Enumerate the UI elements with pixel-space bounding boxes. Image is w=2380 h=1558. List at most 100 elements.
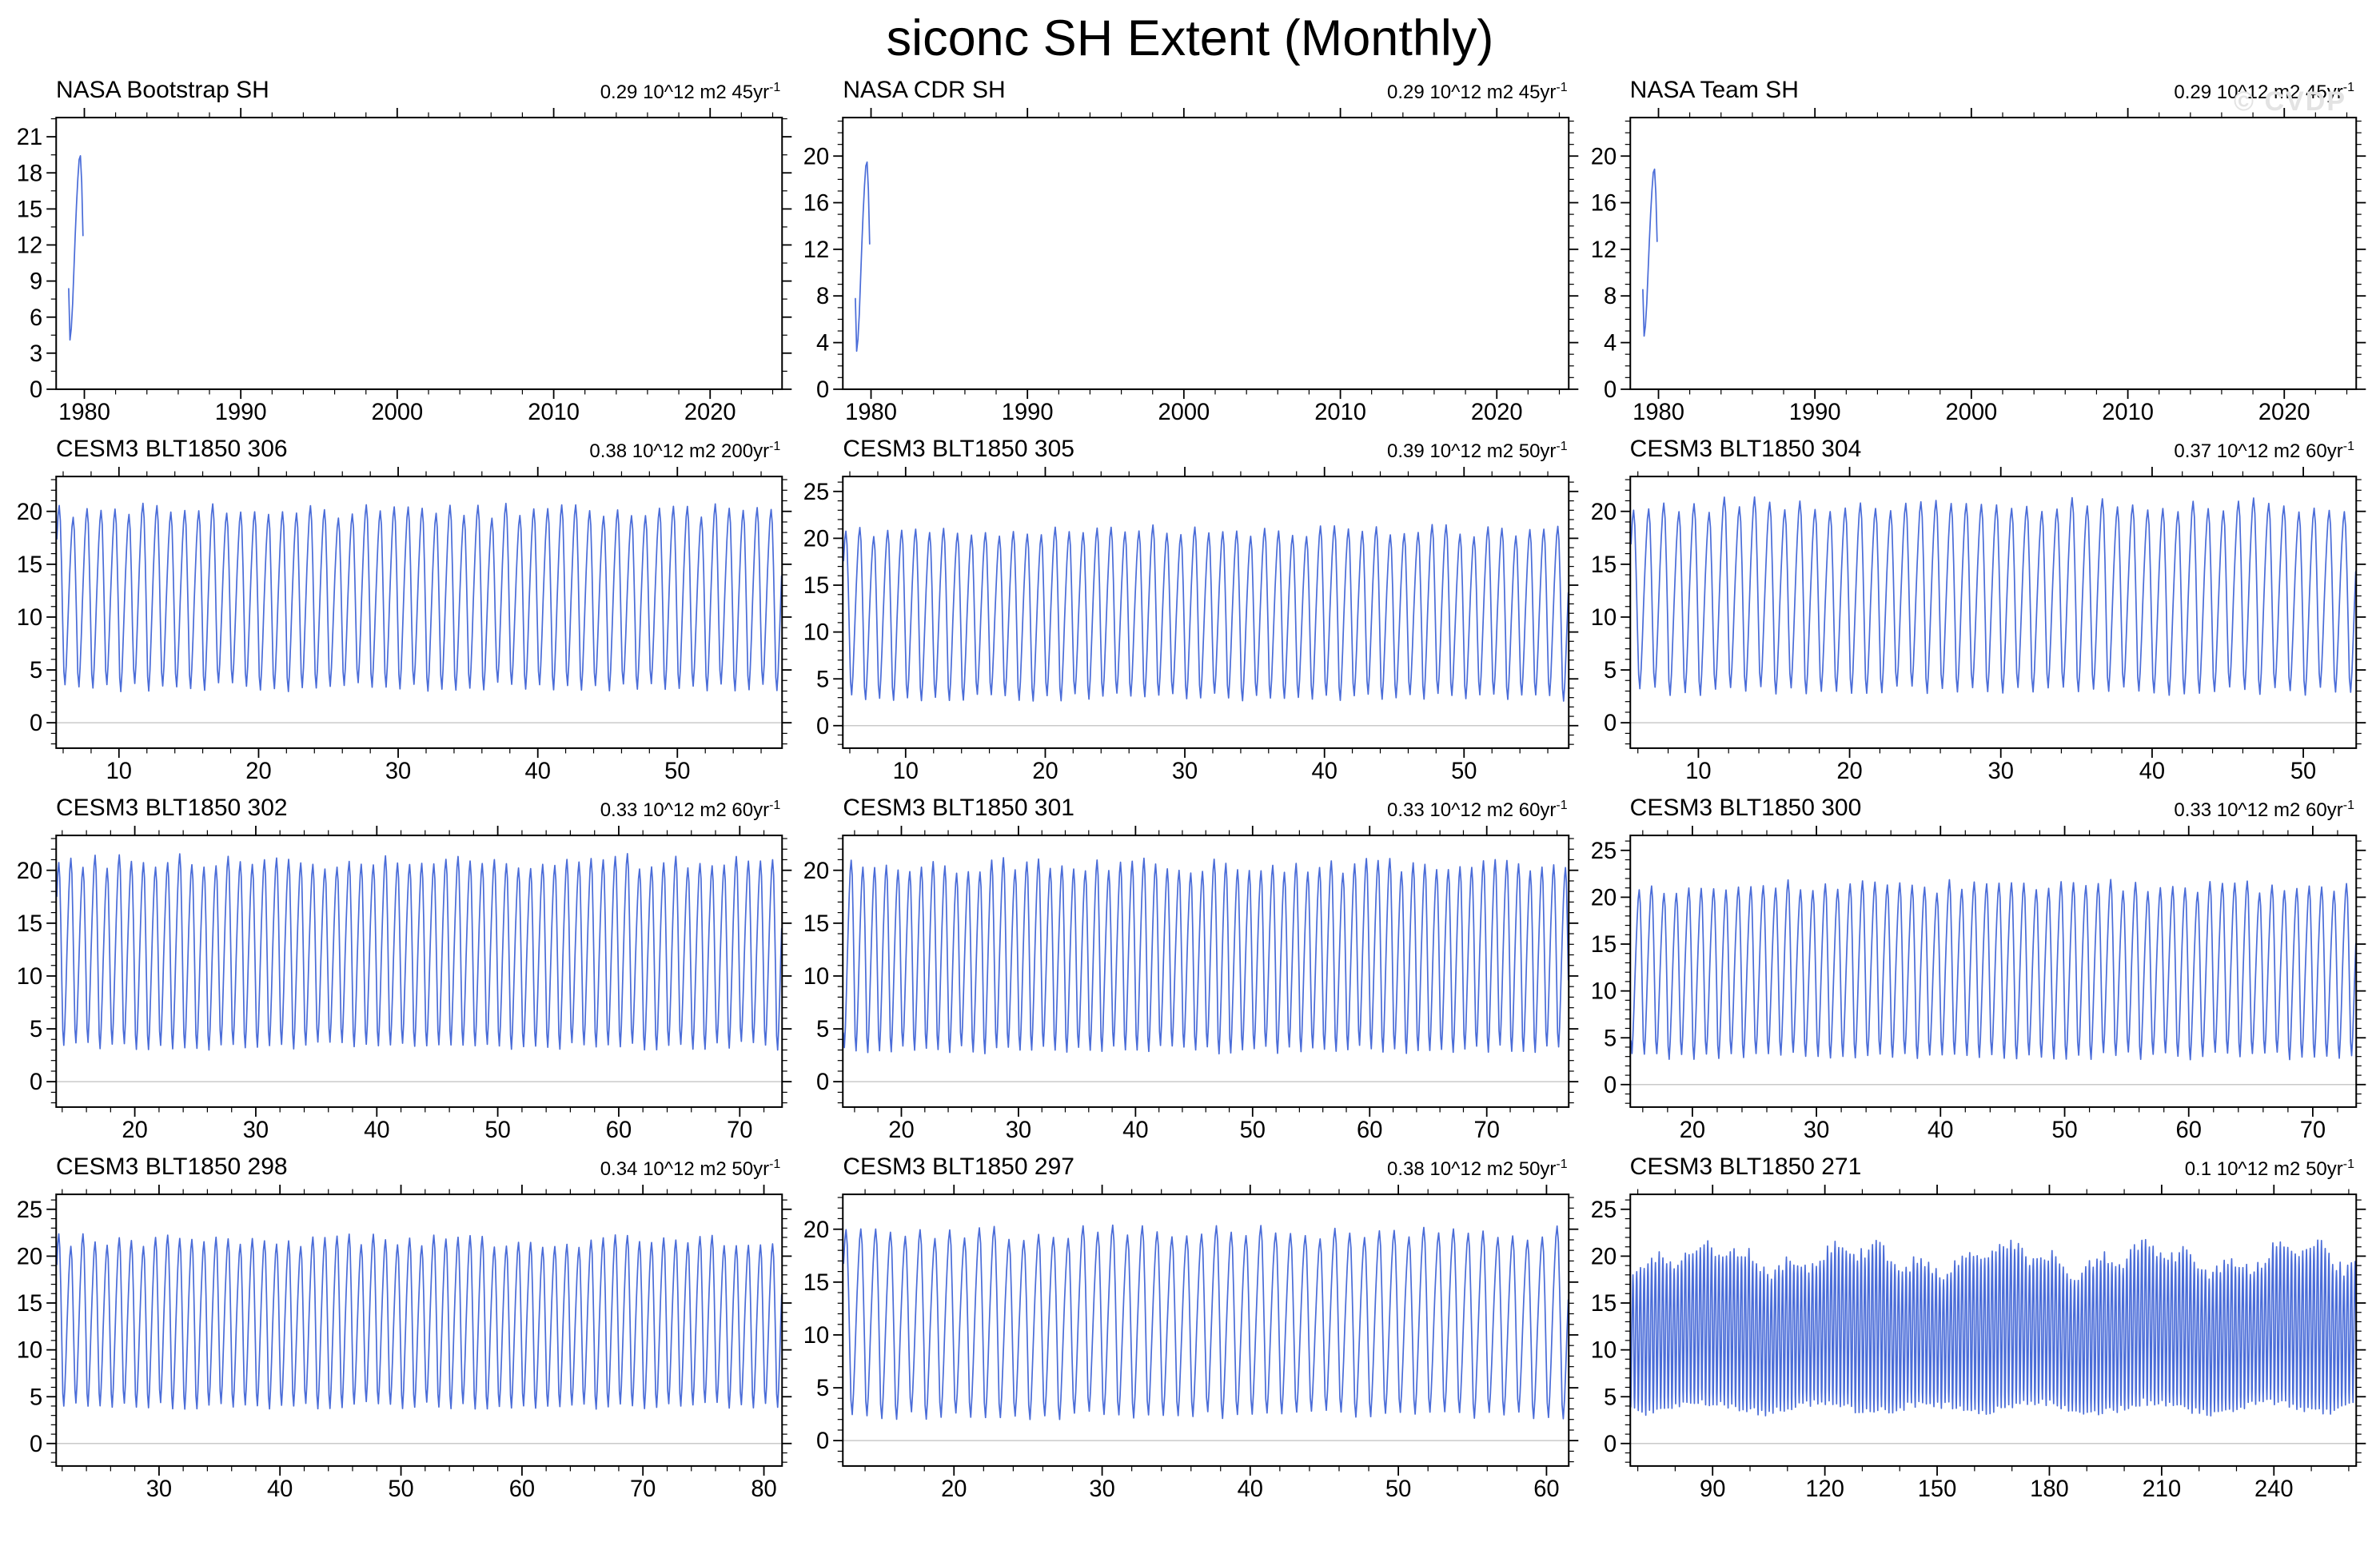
svg-text:0: 0: [816, 714, 829, 739]
panel-header: CESM3 BLT1850 297 0.38 10^12 m2 50yr-1: [796, 1149, 1583, 1183]
svg-text:20: 20: [122, 1118, 147, 1143]
trend-label: 0.33 10^12 m2 60yr-1: [2174, 798, 2354, 821]
svg-text:2000: 2000: [1945, 400, 1997, 425]
plot-panel-nasa-team: NASA Team SH 0.29 10^12 m2 45yr-1 1980 19…: [1584, 72, 2370, 431]
svg-text:2020: 2020: [2258, 400, 2310, 425]
trend-label: 0.34 10^12 m2 50yr-1: [600, 1157, 781, 1180]
panel-header: CESM3 BLT1850 304 0.37 10^12 m2 60yr-1: [1584, 431, 2370, 465]
plot-panel-blt1850-305: CESM3 BLT1850 305 0.39 10^12 m2 50yr-1 1…: [796, 431, 1583, 790]
svg-text:50: 50: [484, 1118, 510, 1143]
svg-text:20: 20: [1590, 1244, 1616, 1269]
svg-text:25: 25: [1590, 1197, 1616, 1223]
svg-text:10: 10: [17, 1337, 42, 1363]
svg-text:5: 5: [30, 1385, 42, 1410]
svg-text:20: 20: [17, 859, 42, 884]
svg-text:15: 15: [17, 911, 42, 937]
svg-text:50: 50: [664, 759, 690, 784]
svg-text:12: 12: [17, 233, 42, 258]
svg-text:50: 50: [2051, 1118, 2077, 1143]
svg-text:6: 6: [30, 305, 42, 331]
svg-text:20: 20: [1590, 885, 1616, 910]
svg-text:15: 15: [1590, 552, 1616, 578]
svg-text:0: 0: [1604, 1073, 1617, 1098]
plot-panel-blt1850-300: CESM3 BLT1850 300 0.33 10^12 m2 60yr-1 2…: [1584, 790, 2370, 1149]
svg-text:10: 10: [803, 620, 829, 645]
svg-text:0: 0: [1604, 377, 1617, 403]
panel-title: CESM3 BLT1850 300: [1629, 794, 1862, 821]
svg-text:30: 30: [1006, 1118, 1031, 1143]
plot-panel-blt1850-304: CESM3 BLT1850 304 0.37 10^12 m2 60yr-1 1…: [1584, 431, 2370, 790]
svg-text:70: 70: [630, 1476, 656, 1502]
svg-text:10: 10: [803, 964, 829, 990]
panel-header: CESM3 BLT1850 271 0.1 10^12 m2 50yr-1: [1584, 1149, 2370, 1183]
svg-text:20: 20: [803, 859, 829, 884]
plot-panel-nasa-cdr: NASA CDR SH 0.29 10^12 m2 45yr-1 1980 199…: [796, 72, 1583, 431]
svg-text:0: 0: [816, 1070, 829, 1095]
svg-text:40: 40: [1122, 1118, 1148, 1143]
panel-title: CESM3 BLT1850 298: [56, 1153, 288, 1180]
svg-text:0: 0: [30, 711, 42, 736]
svg-text:60: 60: [2175, 1118, 2201, 1143]
svg-text:60: 60: [509, 1476, 535, 1502]
svg-text:15: 15: [803, 911, 829, 937]
svg-text:1990: 1990: [215, 400, 267, 425]
panel-title: NASA CDR SH: [843, 76, 1006, 103]
svg-text:2010: 2010: [1315, 400, 1367, 425]
svg-text:210: 210: [2142, 1476, 2181, 1502]
svg-text:5: 5: [1604, 1385, 1617, 1410]
trend-label: 0.29 10^12 m2 45yr-1: [1387, 80, 1568, 103]
time-series-plot: 20 30 40 50 60 70 0 5 10 15 20 25: [1590, 825, 2366, 1143]
time-series-plot: 10 20 30 40 50 0 5 10 15 20 25: [803, 466, 1579, 784]
trend-label: 0.37 10^12 m2 60yr-1: [2174, 439, 2354, 462]
trend-label: 0.39 10^12 m2 50yr-1: [1387, 439, 1568, 462]
svg-text:30: 30: [243, 1118, 269, 1143]
svg-text:8: 8: [816, 284, 829, 309]
svg-text:20: 20: [245, 759, 271, 784]
svg-text:60: 60: [1534, 1476, 1560, 1502]
svg-text:5: 5: [30, 1017, 42, 1042]
plot-panel-blt1850-301: CESM3 BLT1850 301 0.33 10^12 m2 60yr-1 2…: [796, 790, 1583, 1149]
svg-text:15: 15: [17, 552, 42, 578]
svg-text:0: 0: [816, 1428, 829, 1454]
panel-title: CESM3 BLT1850 301: [843, 794, 1074, 821]
svg-text:20: 20: [1033, 759, 1058, 784]
svg-text:25: 25: [1590, 839, 1616, 864]
svg-text:240: 240: [2254, 1476, 2294, 1502]
svg-text:20: 20: [1590, 144, 1616, 169]
svg-text:20: 20: [803, 1217, 829, 1243]
svg-text:3: 3: [30, 341, 42, 367]
svg-text:80: 80: [751, 1476, 776, 1502]
trend-label: 0.1 10^12 m2 50yr-1: [2184, 1157, 2354, 1180]
svg-text:18: 18: [17, 161, 42, 186]
svg-text:15: 15: [17, 197, 42, 222]
time-series-plot: 20 30 40 50 60 70 0 5 10 15 20: [17, 825, 792, 1143]
svg-text:20: 20: [889, 1118, 915, 1143]
panel-header: CESM3 BLT1850 300 0.33 10^12 m2 60yr-1: [1584, 790, 2370, 824]
svg-text:40: 40: [525, 759, 551, 784]
svg-text:4: 4: [816, 330, 829, 356]
svg-text:70: 70: [2299, 1118, 2325, 1143]
svg-text:20: 20: [1679, 1118, 1704, 1143]
trend-label: 0.38 10^12 m2 200yr-1: [589, 439, 781, 462]
svg-text:180: 180: [2030, 1476, 2069, 1502]
svg-text:0: 0: [1604, 711, 1617, 736]
panel-header: CESM3 BLT1850 306 0.38 10^12 m2 200yr-1: [10, 431, 796, 465]
svg-text:5: 5: [816, 1376, 829, 1401]
svg-text:30: 30: [385, 759, 411, 784]
svg-text:60: 60: [606, 1118, 632, 1143]
svg-text:20: 20: [803, 526, 829, 552]
svg-text:50: 50: [1240, 1118, 1266, 1143]
svg-text:20: 20: [1836, 759, 1862, 784]
panel-header: CESM3 BLT1850 301 0.33 10^12 m2 60yr-1: [796, 790, 1583, 824]
panel-header: NASA CDR SH 0.29 10^12 m2 45yr-1: [796, 72, 1583, 106]
cvdp-monthly-extent-page: { "page": { "title": "siconc SH Extent (…: [0, 10, 2380, 1558]
svg-text:10: 10: [893, 759, 919, 784]
svg-text:70: 70: [727, 1118, 752, 1143]
time-series-plot: 90 120 150 180 210 240 0 5 10 15 20 25: [1590, 1184, 2366, 1502]
svg-text:15: 15: [803, 573, 829, 599]
svg-text:20: 20: [17, 1244, 42, 1269]
svg-text:10: 10: [17, 964, 42, 990]
panel-title: CESM3 BLT1850 306: [56, 435, 288, 462]
time-series-plot: 10 20 30 40 50 0 5 10 15 20: [17, 466, 792, 784]
svg-text:40: 40: [1312, 759, 1338, 784]
